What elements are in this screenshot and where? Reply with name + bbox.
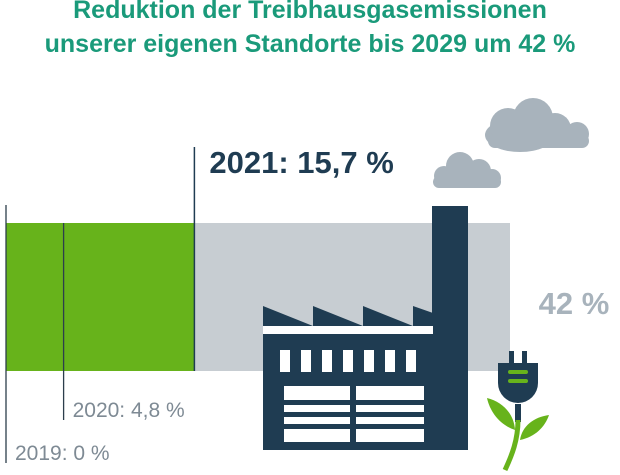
year-markers: 2019: 0 % 2020: 4,8 % 2021: 15,7 % [5,145,394,465]
marker-label: 2020: 4,8 % [73,399,185,422]
chart-title-line-1: Reduktion der Treibhausgasemissionen [73,0,547,24]
cloud-icon [433,98,589,188]
factory-icon [263,206,468,450]
sprout-icon [487,398,549,472]
target-label: 42 % [539,286,610,321]
chart-title-line-2: unserer eigenen Standorte bis 2029 um 42… [44,30,576,58]
achieved-bar [6,223,195,371]
marker-label: 2021: 15,7 % [209,145,393,180]
power-plug-icon [498,351,538,422]
marker-label: 2019: 0 % [15,442,110,465]
